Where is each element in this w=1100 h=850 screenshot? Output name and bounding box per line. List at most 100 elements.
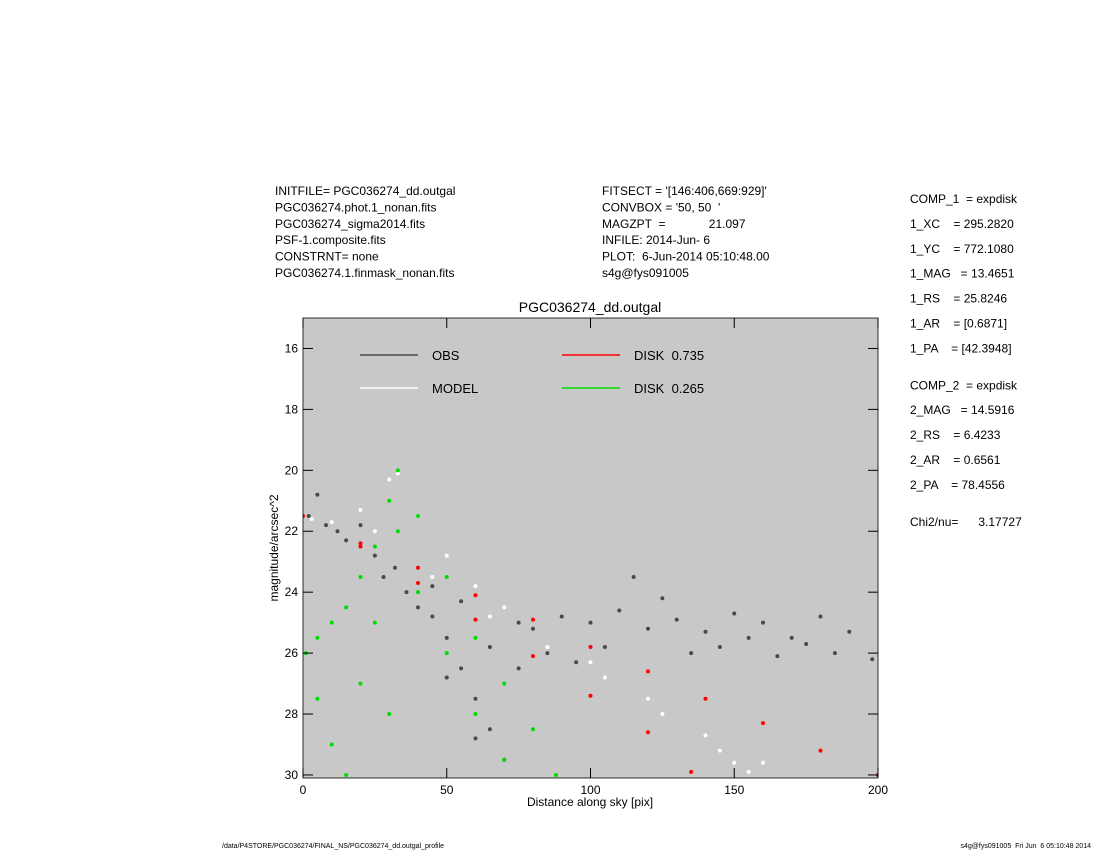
- data-point: [315, 492, 320, 497]
- component-param: COMP_2 = expdisk: [910, 378, 1018, 392]
- data-point: [344, 772, 349, 777]
- data-point: [416, 590, 420, 595]
- data-point: [473, 584, 478, 589]
- x-tick-label: 200: [868, 783, 888, 797]
- plot-points: [303, 468, 878, 777]
- data-point: [372, 544, 377, 549]
- header-middle-line: PLOT: 6-Jun-2014 05:10:48.00: [602, 250, 770, 264]
- data-point: [703, 733, 708, 738]
- data-point: [703, 629, 708, 634]
- data-point: [761, 620, 765, 625]
- x-tick-label: 150: [724, 783, 744, 797]
- data-point: [516, 666, 521, 671]
- data-point: [847, 629, 852, 634]
- data-point: [554, 772, 558, 777]
- data-point: [660, 596, 665, 601]
- data-point: [717, 748, 722, 753]
- data-point: [732, 760, 737, 765]
- data-point: [588, 620, 593, 625]
- data-point: [358, 507, 363, 512]
- data-point: [416, 605, 420, 610]
- header-middle-line: MAGZPT = 21.097: [602, 217, 746, 231]
- data-point: [559, 614, 564, 619]
- data-point: [832, 651, 837, 656]
- data-point: [602, 645, 607, 650]
- legend-label: OBS: [432, 348, 460, 363]
- data-point: [487, 727, 492, 732]
- header-middle-line: s4g@fys091005: [602, 266, 689, 280]
- data-point: [430, 584, 435, 589]
- component-param: COMP_1 = expdisk: [910, 192, 1018, 206]
- data-point: [473, 635, 478, 640]
- data-point: [789, 635, 794, 640]
- data-point: [818, 614, 823, 619]
- data-point: [689, 651, 694, 656]
- data-point: [804, 641, 809, 646]
- data-point: [324, 523, 328, 528]
- component-param: 1_XC = 295.2820: [910, 217, 1014, 231]
- data-point: [358, 523, 363, 528]
- y-tick-label: 30: [285, 768, 299, 782]
- legend-label: MODEL: [432, 381, 478, 396]
- data-point: [775, 654, 780, 659]
- data-point: [746, 769, 751, 774]
- component-param: 1_PA = [42.3948]: [910, 341, 1012, 355]
- data-point: [545, 651, 550, 656]
- data-point: [303, 514, 305, 519]
- component-param: 2_AR = 0.6561: [910, 453, 1001, 467]
- data-point: [674, 617, 679, 622]
- data-point: [516, 620, 521, 625]
- component-param: Chi2/nu= 3.17727: [910, 515, 1022, 529]
- y-tick-label: 22: [285, 524, 299, 538]
- data-point: [387, 477, 392, 482]
- component-param: 2_PA = 78.4556: [910, 478, 1005, 492]
- data-point: [602, 675, 607, 680]
- data-point: [329, 620, 334, 625]
- data-point: [430, 614, 435, 619]
- data-point: [502, 757, 507, 762]
- data-point: [531, 626, 535, 631]
- data-point: [358, 544, 363, 549]
- data-point: [444, 635, 449, 640]
- component-param: 1_AR = [0.6871]: [910, 317, 1007, 331]
- y-tick-label: 26: [285, 646, 299, 660]
- legend-label: DISK 0.265: [634, 381, 704, 396]
- data-point: [588, 645, 593, 650]
- y-axis-label: magnitude/arcsec^2: [267, 494, 281, 601]
- data-point: [329, 520, 334, 525]
- data-point: [358, 574, 363, 579]
- data-point: [309, 517, 314, 522]
- component-param: 2_RS = 6.4233: [910, 428, 1001, 442]
- y-tick-label: 24: [285, 585, 299, 599]
- data-point: [574, 660, 579, 665]
- data-point: [646, 669, 650, 674]
- data-point: [818, 748, 823, 753]
- x-tick-label: 50: [440, 783, 454, 797]
- data-point: [444, 574, 449, 579]
- data-point: [761, 721, 765, 726]
- data-point: [646, 626, 650, 631]
- data-point: [344, 538, 349, 543]
- data-point: [387, 498, 392, 503]
- data-point: [444, 553, 449, 558]
- data-point: [531, 654, 535, 659]
- data-point: [416, 514, 420, 519]
- data-point: [358, 541, 363, 546]
- data-point: [689, 769, 694, 774]
- header-middle-line: CONVBOX = '50, 50 ': [602, 200, 720, 214]
- data-point: [631, 574, 636, 579]
- data-point: [315, 635, 320, 640]
- data-point: [381, 574, 386, 579]
- data-point: [372, 620, 377, 625]
- data-point: [487, 614, 492, 619]
- header-left-line: PSF-1.composite.fits: [275, 233, 386, 247]
- data-point: [473, 712, 478, 717]
- data-point: [335, 529, 340, 534]
- component-param: 1_RS = 25.8246: [910, 292, 1007, 306]
- data-point: [395, 468, 400, 473]
- data-point: [395, 529, 400, 534]
- header-left-line: CONSTRNT= none: [275, 250, 379, 264]
- data-point: [703, 696, 708, 701]
- data-point: [459, 599, 464, 604]
